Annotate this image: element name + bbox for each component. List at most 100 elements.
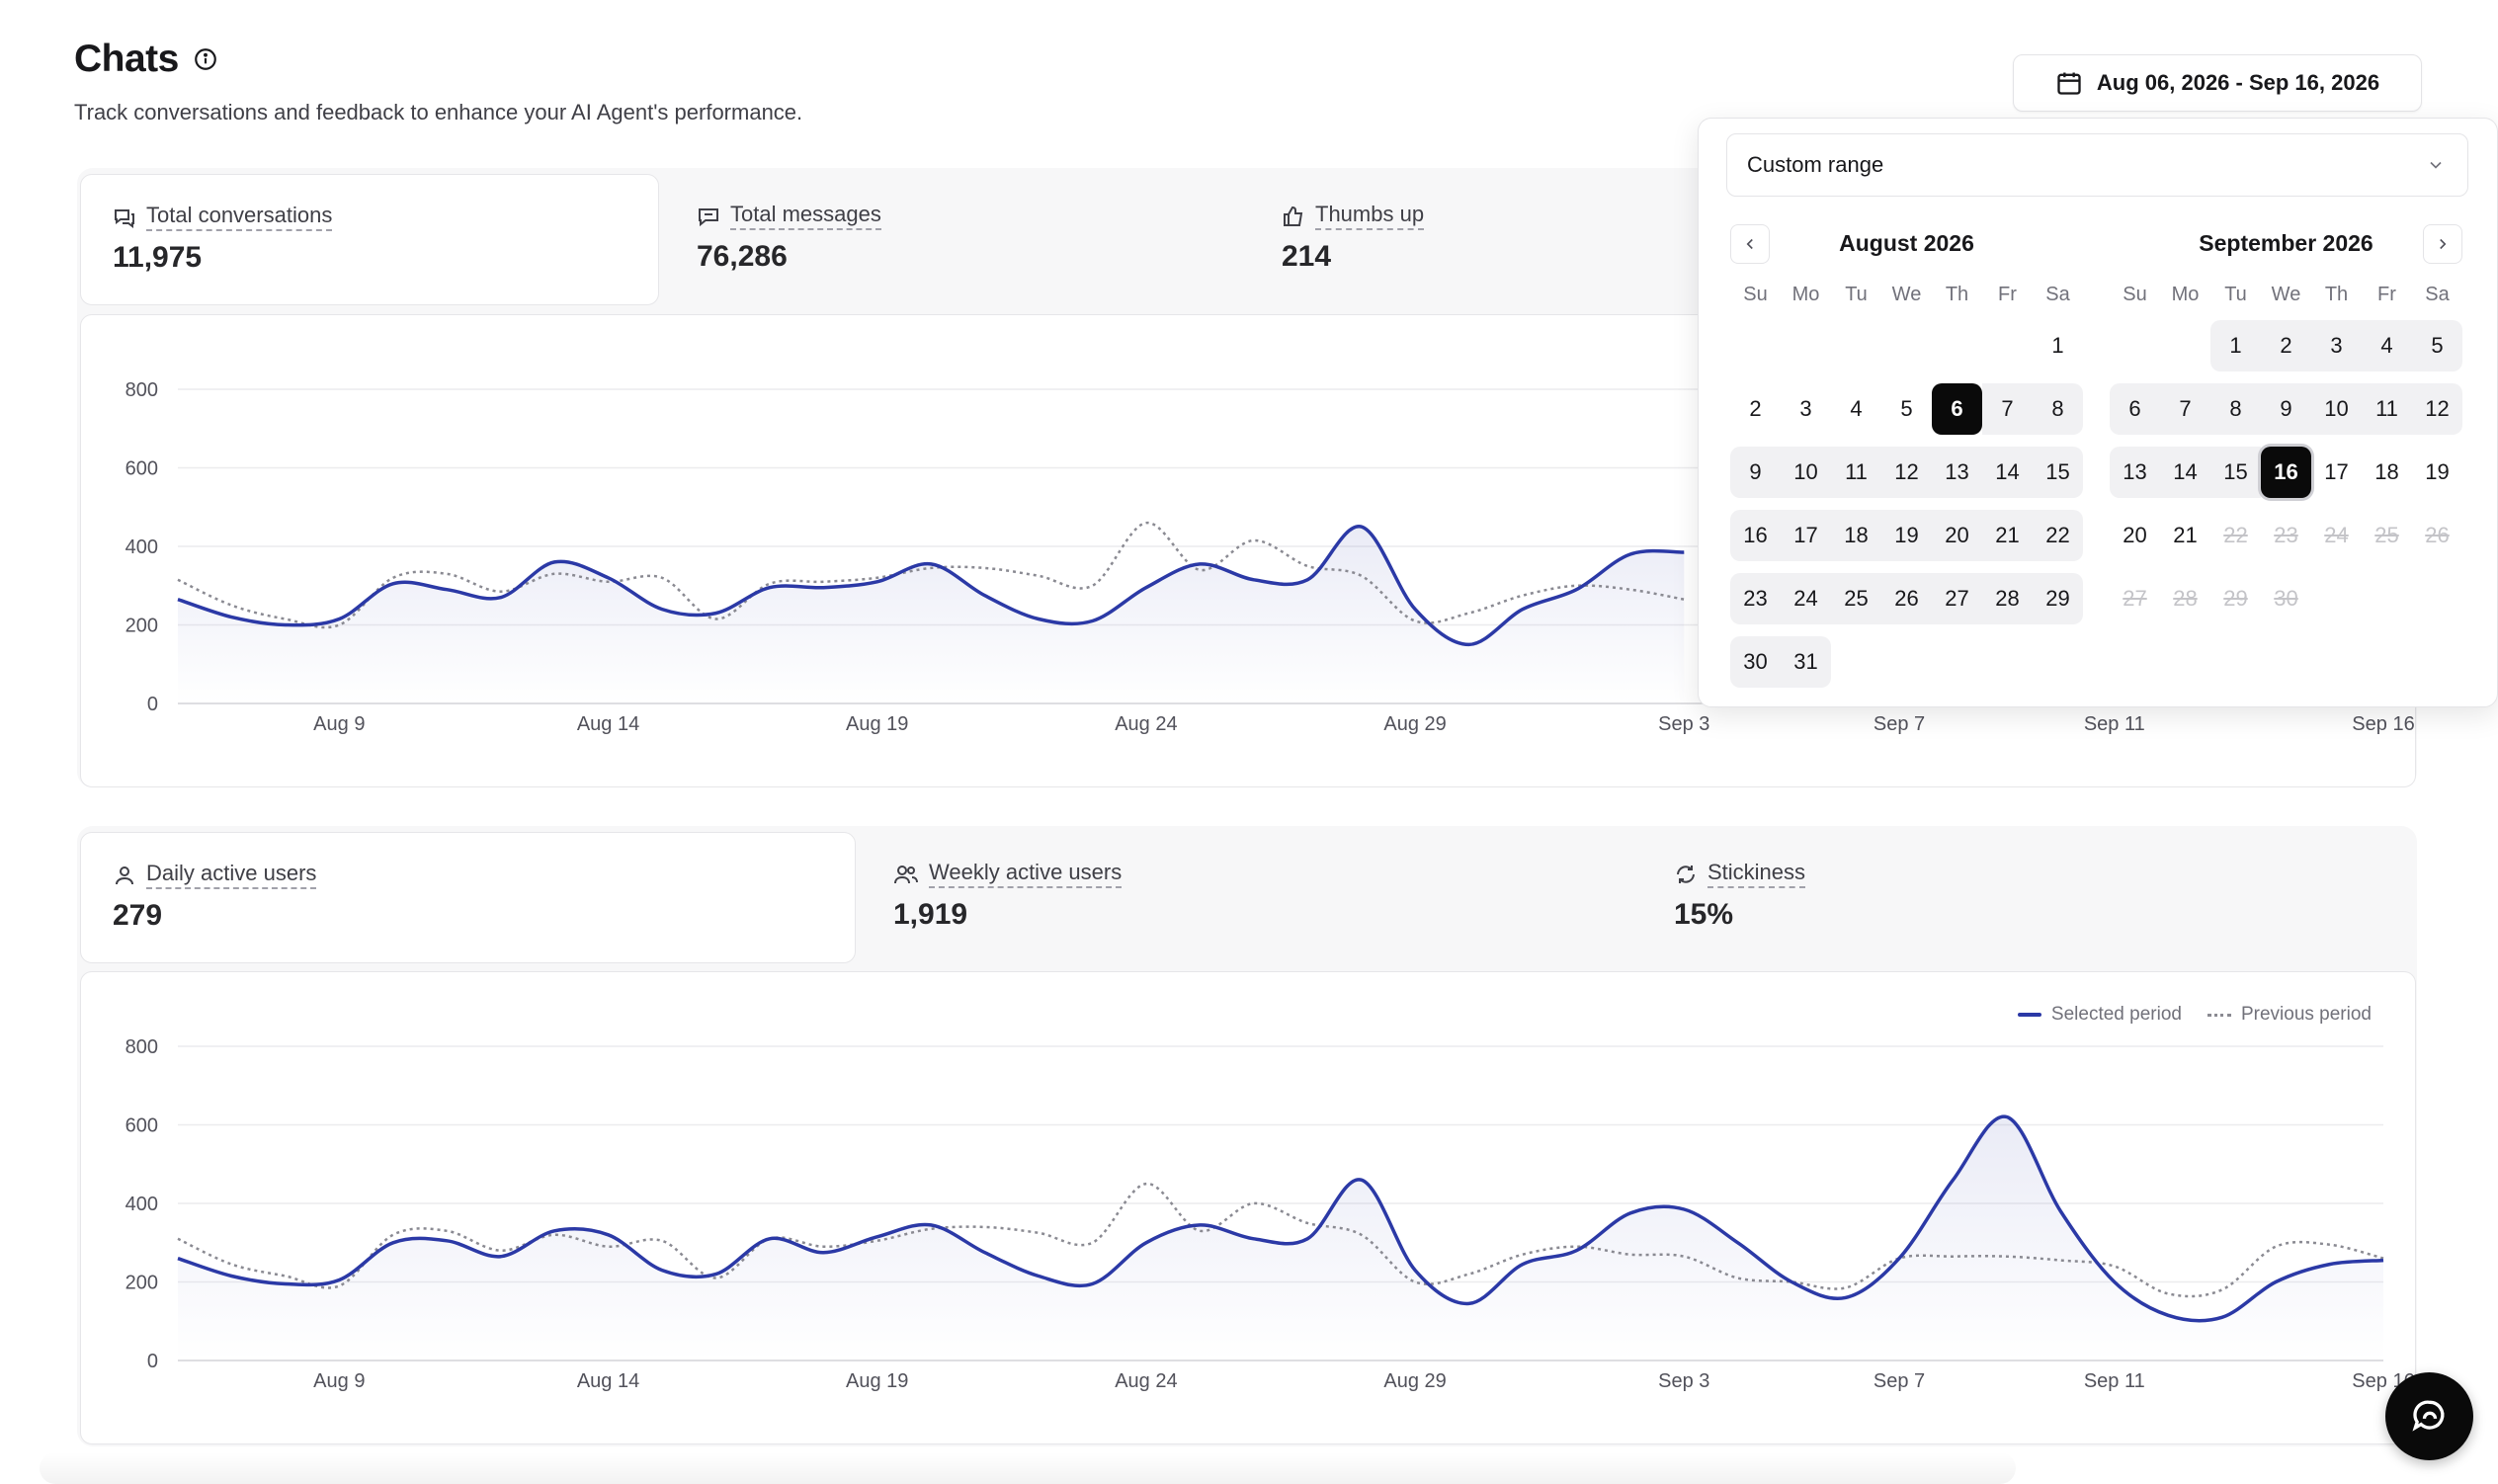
calendar-day[interactable]: 12 [2412,383,2462,435]
selected-period-line [177,1114,2384,1323]
calendar-day[interactable]: 17 [2324,459,2349,484]
y-tick-label: 200 [125,1273,158,1294]
metric-label: Weekly active users [929,860,1123,888]
calendar-day[interactable]: 4 [2362,320,2412,371]
day-grid: 1 2 3 4 5 6 7 8 9 10 11 12 13 14 15 16 17 18 19 20 21 22 23 24 2… [1730,320,2083,688]
calendar-day[interactable]: 24 [1781,573,1831,624]
users-icon [894,865,918,883]
tab-total-messages[interactable]: Total messages 76,286 [665,174,1238,305]
calendar-day[interactable]: 21 [2173,523,2198,547]
calendar-day[interactable]: 19 [2425,459,2450,484]
calendar-day[interactable]: 31 [1781,636,1831,688]
calendar-day[interactable]: 16 [1730,510,1781,561]
calendar-day[interactable]: 5 [2412,320,2462,371]
calendar-day: 23 [2274,523,2298,547]
calendar-day[interactable]: 15 [2033,447,2083,498]
tab-thumbs-up[interactable]: Thumbs up 214 [1250,174,1705,305]
calendar-day[interactable]: 10 [2311,383,2362,435]
calendar-day[interactable]: 7 [2160,383,2210,435]
calendar-day[interactable]: 21 [1982,510,2033,561]
previous-month-button[interactable] [1730,224,1770,264]
legend-selected[interactable]: Selected period [2017,1004,2182,1026]
tab-stickiness[interactable]: Stickiness 15% [1642,832,2413,963]
weekday-label: Th [1945,284,1969,305]
calendar-day[interactable]: 2 [2261,320,2311,371]
next-month-button[interactable] [2423,224,2462,264]
weekday-header: Su Mo Tu We Th Fr Sa [1730,277,2083,312]
calendar-day[interactable]: 30 [1730,636,1781,688]
day-grid: 1 2 3 4 5 6 7 8 9 10 11 12 13 14 15 16 17 18 19 20 21 22 23 24 2… [2110,320,2462,624]
calendar-day[interactable]: 9 [1730,447,1781,498]
legend-dotted-swatch [2207,1013,2231,1017]
calendar-day[interactable]: 3 [2311,320,2362,371]
calendar-day[interactable]: 6 [2110,383,2160,435]
assistant-chat-button[interactable] [2385,1372,2473,1460]
calendar-day[interactable]: 22 [2033,510,2083,561]
calendar-day[interactable]: 14 [1982,447,2033,498]
calendar-day[interactable]: 1 [2051,333,2064,358]
calendar-day[interactable]: 1 [2210,320,2261,371]
x-tick-label: Sep 11 [2084,1370,2145,1392]
calendar-day[interactable]: 13 [2110,447,2160,498]
calendar-day[interactable]: 27 [1932,573,1982,624]
calendar-day[interactable]: 13 [1932,447,1982,498]
calendar-day: 27 [2123,586,2147,611]
tab-total-conversations[interactable]: Total conversations 11,975 [80,174,659,305]
calendar-day[interactable]: 8 [2033,383,2083,435]
calendar-day[interactable]: 29 [2033,573,2083,624]
weekday-label: Mo [1791,284,1820,305]
calendar-day[interactable]: 2 [1749,396,1762,421]
metric-value: 11,975 [113,241,203,274]
calendar-day[interactable]: 19 [1881,510,1932,561]
x-tick-label: Aug 9 [313,1370,365,1392]
calendar-day[interactable]: 26 [1881,573,1932,624]
calendar-day[interactable]: 23 [1730,573,1781,624]
calendar-day[interactable]: 5 [1900,396,1913,421]
calendar-day[interactable]: 14 [2160,447,2210,498]
month-title: August 2026 [1839,229,1974,256]
weekday-label: We [1891,284,1922,305]
chevron-down-icon [2430,161,2442,169]
y-tick-label: 600 [125,1115,158,1137]
metric-label: Stickiness [1707,860,1806,888]
calendar-day[interactable]: 18 [1831,510,1881,561]
calendar-day: 26 [2425,523,2450,547]
selected-period-area [178,526,1685,703]
date-range-button[interactable]: Aug 06, 2026 - Sep 16, 2026 [2013,54,2422,112]
calendar-day[interactable]: 11 [2362,383,2412,435]
calendar-day[interactable]: 15 [2210,447,2261,498]
range-preset-value: Custom range [1747,152,1884,177]
y-tick-label: 0 [147,694,158,715]
calendar-day[interactable]: 8 [2210,383,2261,435]
calendar-day[interactable]: 18 [2374,459,2399,484]
calendar-day[interactable]: 20 [2123,523,2147,547]
calendar-day[interactable]: 9 [2261,383,2311,435]
tab-daily-active-users[interactable]: Daily active users 279 [80,832,856,963]
calendar-day[interactable]: 12 [1881,447,1932,498]
calendar-day: 30 [2274,586,2298,611]
refresh-icon [1677,865,1695,883]
calendar-day-selected[interactable]: 16 [2261,447,2311,498]
x-tick-label: Aug 29 [1383,1370,1446,1392]
calendar-day[interactable]: 3 [1799,396,1812,421]
legend-previous[interactable]: Previous period [2207,1004,2372,1026]
x-tick-label: Aug 29 [1383,713,1446,735]
weekday-label: We [2271,284,2301,305]
calendar-day[interactable]: 4 [1850,396,1863,421]
tab-weekly-active-users[interactable]: Weekly active users 1,919 [862,832,1632,963]
range-preset-select[interactable]: Custom range [1726,133,2468,197]
calendar-day[interactable]: 7 [1982,383,2033,435]
calendar-day-selected[interactable]: 6 [1932,383,1982,435]
calendar-day[interactable]: 10 [1781,447,1831,498]
metric-label: Thumbs up [1315,202,1425,230]
previous-period-line [177,1182,2384,1298]
calendar-day[interactable]: 25 [1831,573,1881,624]
month-title: September 2026 [2199,229,2373,256]
calendar-day[interactable]: 17 [1781,510,1831,561]
calendar-day[interactable]: 11 [1831,447,1881,498]
calendar-day[interactable]: 28 [1982,573,2033,624]
metric-label: Total conversations [146,203,333,231]
calendar-day[interactable]: 20 [1932,510,1982,561]
info-icon[interactable] [193,46,218,72]
